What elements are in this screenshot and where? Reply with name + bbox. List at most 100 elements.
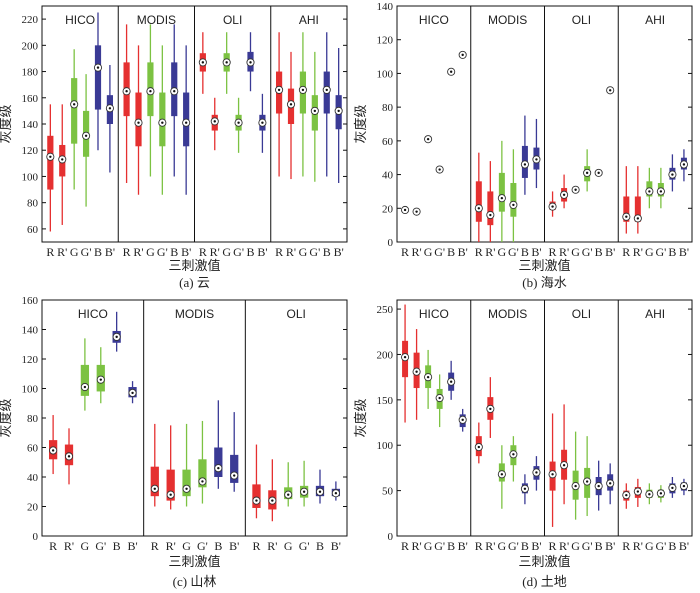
median-dot xyxy=(477,445,481,449)
y-tick-label: 20 xyxy=(27,502,39,514)
y-tick-label: 120 xyxy=(22,145,39,157)
median-dot xyxy=(249,61,252,64)
median-dot xyxy=(51,449,55,452)
plot-frame xyxy=(41,299,348,537)
x-tick-label: B xyxy=(521,245,529,259)
x-tick-label: G xyxy=(70,245,79,259)
median-dot xyxy=(477,207,481,210)
median-dot xyxy=(636,217,640,220)
y-tick-label: 160 xyxy=(22,295,39,307)
x-tick-label: B' xyxy=(127,539,137,553)
y-tick-label: 80 xyxy=(27,198,39,210)
y-tick-label: 20 xyxy=(382,203,394,215)
median-dot xyxy=(325,88,328,92)
median-dot xyxy=(449,380,453,383)
box-body xyxy=(150,466,159,497)
median-dot xyxy=(415,370,418,373)
x-tick-label: R xyxy=(622,539,630,553)
y-tick-label: 220 xyxy=(22,14,39,26)
x-tick-label: R xyxy=(151,539,159,553)
x-tick-label: B' xyxy=(181,245,191,259)
x-tick-label: R xyxy=(199,245,207,259)
x-tick-label: R' xyxy=(633,539,643,553)
y-tick-label: 50 xyxy=(382,486,394,498)
x-tick-label: R' xyxy=(133,245,143,259)
median-dot xyxy=(403,355,407,359)
median-dot xyxy=(597,484,600,488)
median-dot xyxy=(261,121,264,124)
x-tick-label: R' xyxy=(485,245,495,259)
box-body xyxy=(230,454,239,483)
x-tick-label: B' xyxy=(229,539,239,553)
median-dot xyxy=(523,163,527,166)
x-tick-label: R xyxy=(622,245,630,259)
median-dot xyxy=(562,464,566,467)
x-tick-label: G xyxy=(284,539,293,553)
box-body xyxy=(510,183,517,217)
x-tick-label: R' xyxy=(286,245,296,259)
y-tick-label: 40 xyxy=(27,472,39,484)
x-axis-label: 三刺激值 xyxy=(518,258,570,273)
median-dot xyxy=(551,205,554,208)
median-dot xyxy=(597,171,600,175)
x-tick-label: G' xyxy=(582,245,593,259)
x-tick-label: G xyxy=(498,245,507,259)
median-dot xyxy=(125,90,128,93)
x-tick-label: G xyxy=(571,245,580,259)
median-dot xyxy=(173,90,176,93)
median-dot xyxy=(671,486,674,490)
x-axis-label: 三刺激值 xyxy=(168,258,220,273)
box-body xyxy=(80,364,90,396)
x-tick-label: R xyxy=(49,539,57,553)
y-tick-label: 160 xyxy=(22,93,39,105)
x-tick-label: R xyxy=(401,539,409,553)
median-dot xyxy=(625,215,628,218)
group-label: AHI xyxy=(645,13,665,27)
x-tick-label: G xyxy=(182,539,191,553)
x-tick-label: B' xyxy=(605,539,615,553)
x-tick-label: R xyxy=(549,539,557,553)
median-dot xyxy=(302,490,306,493)
y-tick-label: 250 xyxy=(377,304,394,316)
median-dot xyxy=(608,482,612,485)
median-dot xyxy=(403,208,407,212)
median-dot xyxy=(255,499,258,502)
y-tick-label: 80 xyxy=(27,413,39,425)
panel-caption: (d) 土地 xyxy=(522,574,566,589)
median-dot xyxy=(415,210,418,213)
median-dot xyxy=(574,188,577,191)
x-tick-label: G' xyxy=(655,245,666,259)
median-dot xyxy=(137,121,140,124)
median-dot xyxy=(289,103,293,106)
median-dot xyxy=(108,107,112,110)
median-dot xyxy=(334,492,338,495)
median-dot xyxy=(625,493,628,497)
median-dot xyxy=(271,499,274,502)
median-dot xyxy=(337,109,340,113)
x-tick-label: B' xyxy=(679,245,689,259)
y-axis-label: 灰度级 xyxy=(0,104,13,143)
x-tick-label: R' xyxy=(412,245,422,259)
median-dot xyxy=(277,88,281,92)
median-dot xyxy=(461,53,464,57)
x-tick-label: G xyxy=(81,539,90,553)
median-dot xyxy=(426,375,430,379)
x-tick-label: R' xyxy=(559,245,569,259)
median-dot xyxy=(551,473,554,476)
group-label: MODIS xyxy=(175,307,214,321)
median-dot xyxy=(523,487,527,490)
y-tick-label: 60 xyxy=(27,224,39,236)
y-axis-label: 灰度级 xyxy=(353,104,368,143)
x-tick-label: R xyxy=(46,245,54,259)
median-dot xyxy=(313,109,317,113)
y-tick-label: 140 xyxy=(377,1,394,13)
x-tick-label: G' xyxy=(434,539,445,553)
x-tick-label: B' xyxy=(334,245,344,259)
x-tick-label: G' xyxy=(508,539,519,553)
y-tick-label: 100 xyxy=(377,68,394,80)
x-tick-label: R' xyxy=(267,539,277,553)
median-dot xyxy=(489,213,492,217)
